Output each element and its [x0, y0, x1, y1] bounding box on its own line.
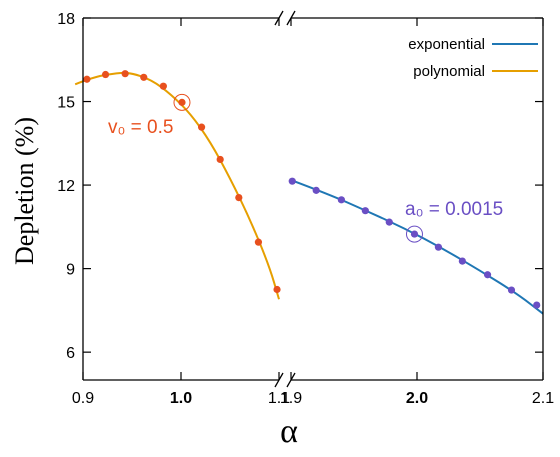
x-tick-label: 2.1: [532, 390, 554, 407]
legend-label-polynomial: polynomial: [413, 63, 485, 80]
series-line-polynomial: [74, 71, 280, 300]
data-point-exponential: [507, 286, 516, 294]
data-point-polynomial: [216, 155, 224, 164]
y-tick-label: 12: [57, 178, 75, 195]
x-tick-label: 0.9: [72, 390, 94, 407]
y-tick-label: 6: [66, 345, 75, 362]
legend: exponential polynomial: [408, 36, 538, 80]
data-point-exponential: [361, 207, 369, 215]
data-point-polynomial: [121, 70, 129, 78]
data-point-exponential: [410, 230, 419, 238]
data-point-exponential: [288, 177, 296, 185]
data-point-polynomial: [273, 285, 281, 294]
plot-area: v₀ = 0.5 a₀ = 0.0015: [74, 70, 544, 315]
highlight-ring-polynomial: [173, 93, 191, 111]
y-tick-label: 18: [57, 11, 75, 28]
y-tick-label: 9: [66, 262, 75, 279]
x-axis-label: α: [280, 413, 298, 450]
data-point-exponential: [434, 243, 443, 251]
data-point-exponential: [312, 186, 320, 194]
x-tick-label: 1.0: [170, 390, 192, 407]
axes: 6 9 12 15 18 0.9 1.0 1.11.9 2.0 2.1: [57, 10, 554, 407]
data-point-exponential: [483, 271, 492, 279]
data-point-exponential: [337, 196, 345, 204]
y-axis-label: Depletion (%): [10, 117, 39, 265]
series-line-exponential: [290, 179, 544, 315]
data-point-polynomial: [159, 82, 167, 90]
highlight-ring-exponential: [405, 225, 423, 243]
data-point-polynomial: [140, 73, 148, 81]
annotation-exponential: a₀ = 0.0015: [405, 199, 503, 220]
data-point-polynomial: [83, 75, 91, 83]
x-tick-label: 1.1: [268, 390, 290, 407]
data-point-polynomial: [197, 123, 206, 131]
legend-label-exponential: exponential: [408, 36, 485, 53]
data-point-exponential: [458, 257, 466, 265]
x-tick-label: 2.0: [406, 390, 428, 407]
data-point-exponential: [385, 218, 393, 226]
y-tick-label: 15: [57, 95, 75, 112]
data-point-polynomial: [178, 98, 186, 106]
data-point-polynomial: [101, 70, 110, 79]
x-tick-label: 1.9: [280, 390, 302, 407]
annotation-polynomial: v₀ = 0.5: [108, 117, 173, 138]
data-point-polynomial: [235, 194, 243, 202]
data-point-exponential: [533, 301, 541, 309]
data-point-polynomial: [254, 238, 263, 246]
